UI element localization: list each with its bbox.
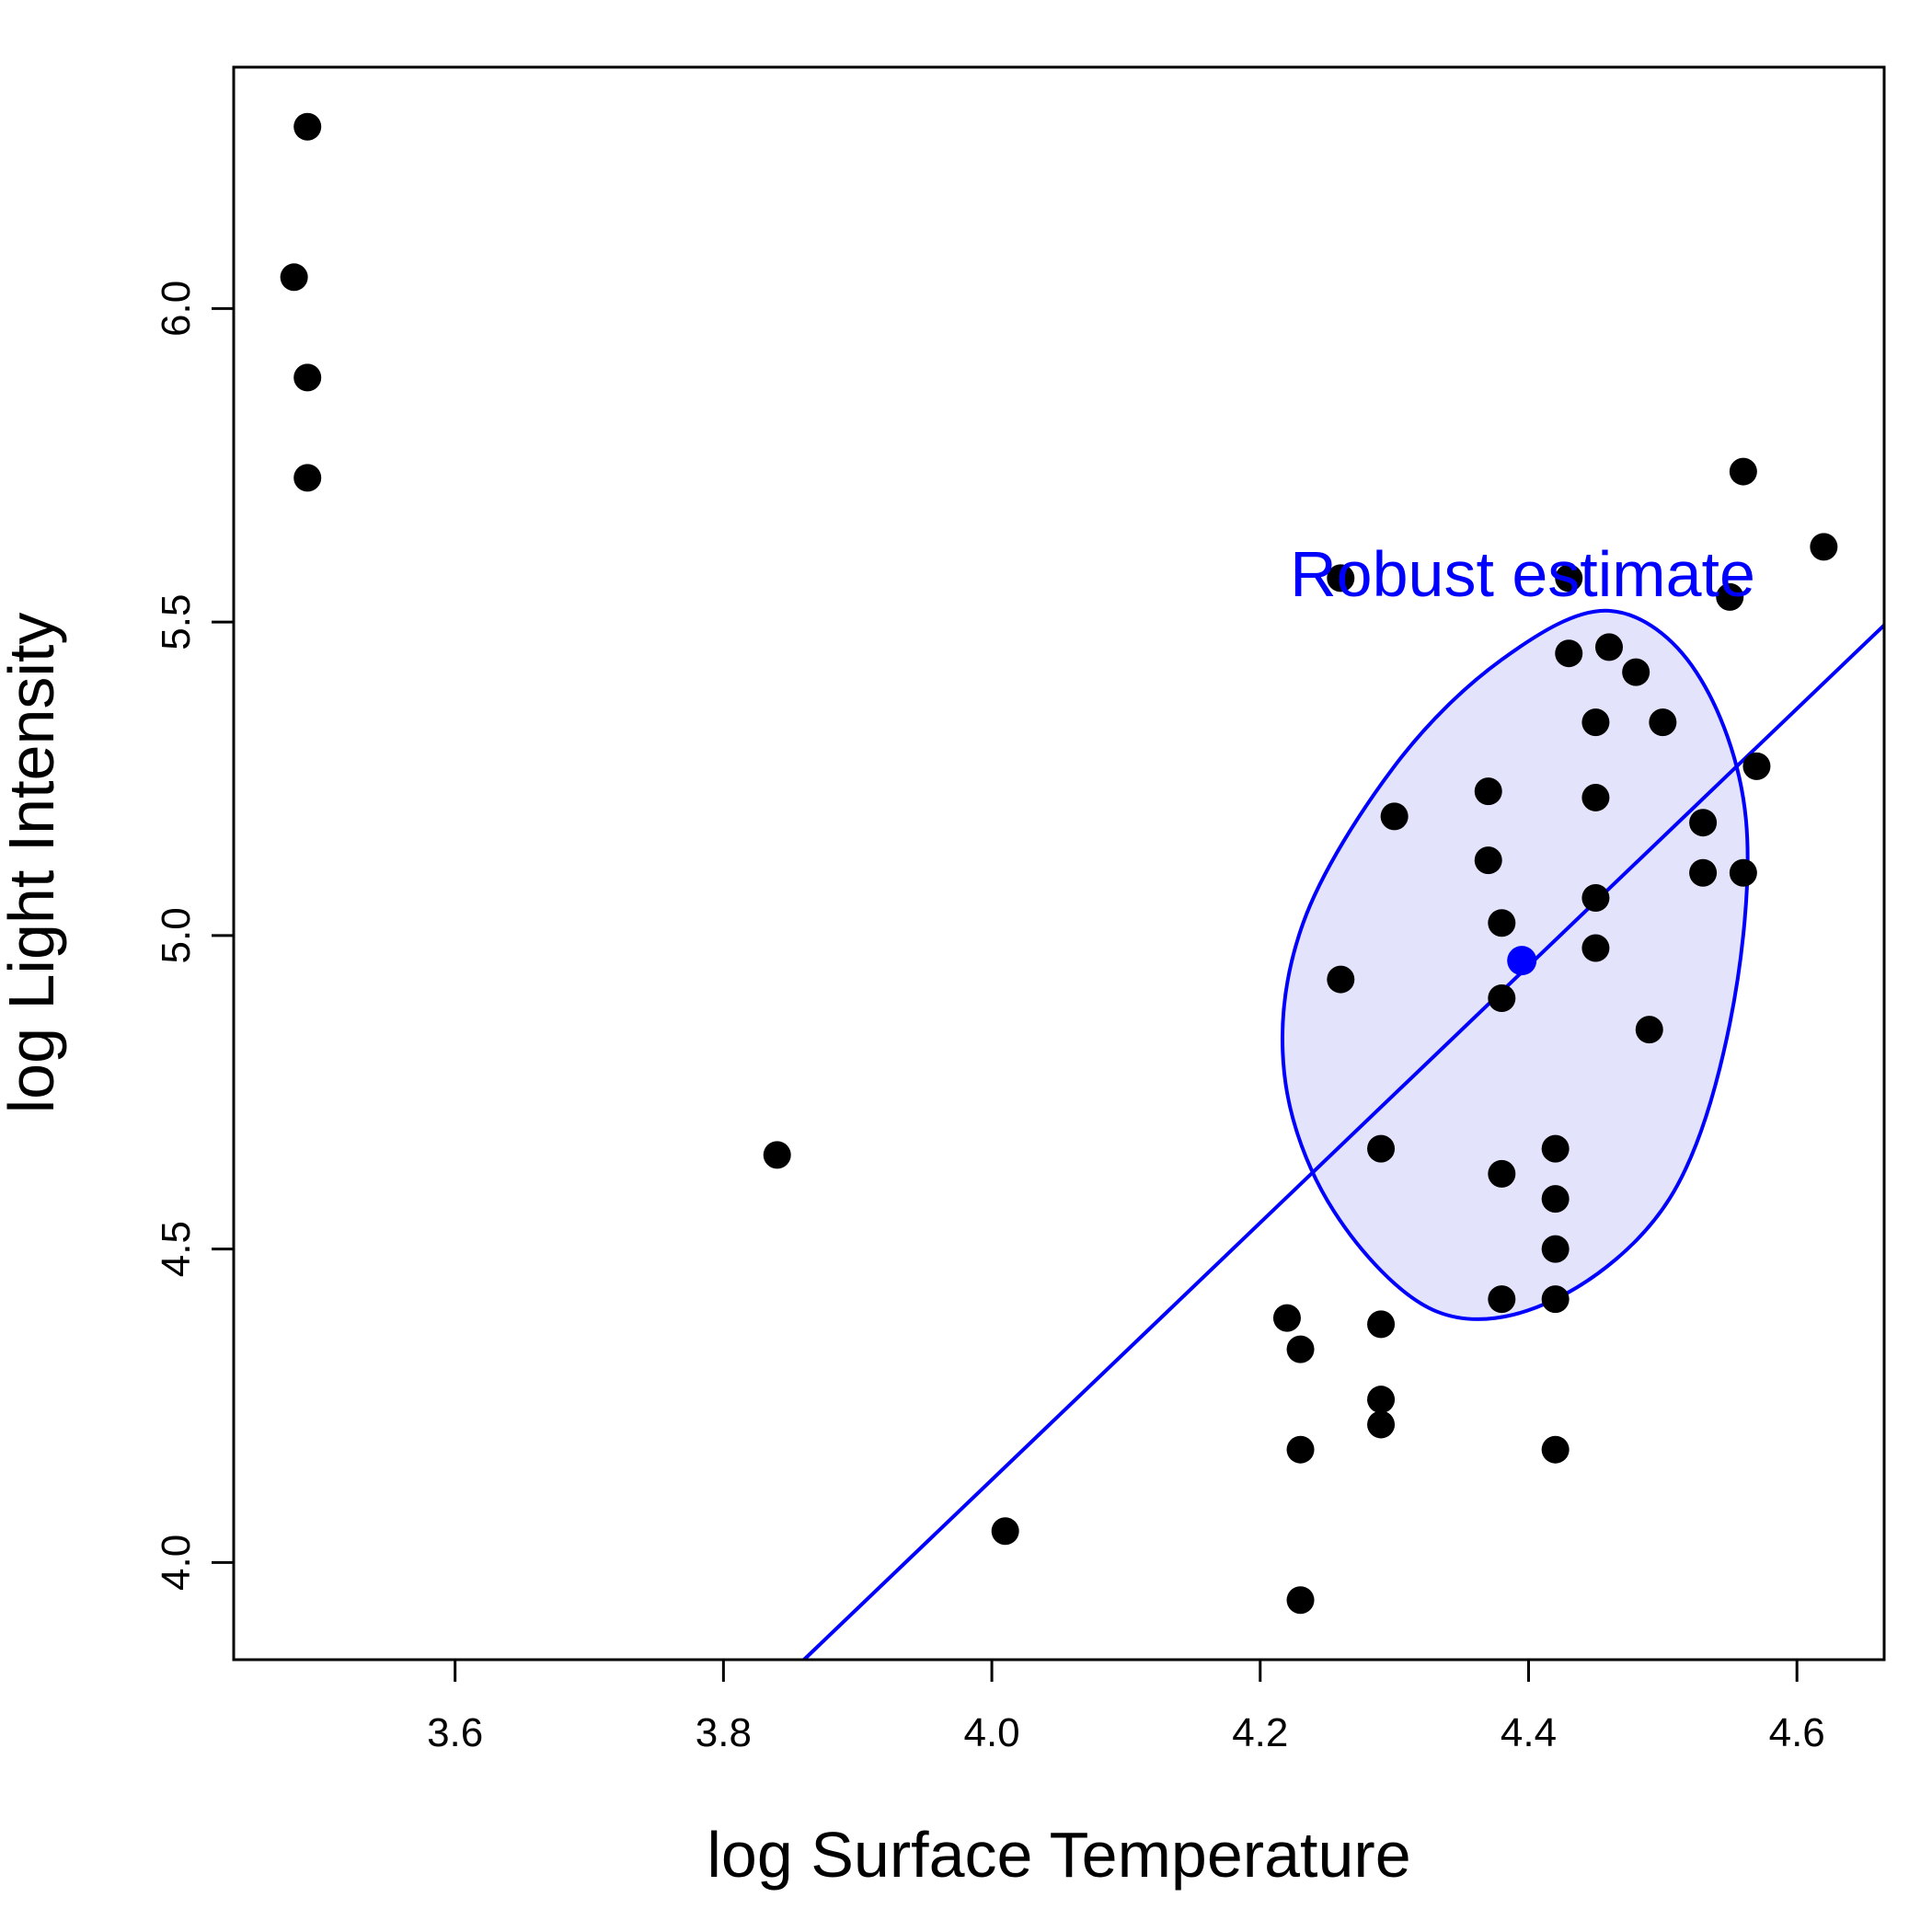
data-point (293, 464, 322, 492)
data-point (1367, 1410, 1396, 1439)
data-point (1541, 1285, 1570, 1314)
data-point (1286, 1435, 1315, 1464)
annotation-robust-estimate: Robust estimate (1290, 538, 1755, 610)
data-point (1555, 639, 1583, 668)
x-axis-title: log Surface Temperature (707, 1819, 1410, 1891)
data-point (1541, 1435, 1570, 1464)
data-point (1272, 1304, 1301, 1332)
data-point (1729, 457, 1757, 486)
data-point (1635, 1016, 1663, 1044)
data-point (1810, 533, 1838, 561)
x-tick-label: 4.4 (1501, 1710, 1557, 1755)
data-point (1541, 1235, 1570, 1263)
data-point (1327, 564, 1355, 592)
data-point (1488, 984, 1516, 1013)
x-tick-label: 4.0 (963, 1710, 1019, 1755)
data-point (1474, 846, 1502, 875)
data-point (1581, 783, 1610, 811)
data-point (1474, 777, 1502, 806)
data-point (1541, 1134, 1570, 1163)
y-tick-label: 4.5 (154, 1221, 199, 1277)
data-point (1488, 1159, 1516, 1188)
data-point (1716, 582, 1744, 611)
robust-fit-line (802, 624, 1886, 1662)
data-point (1729, 858, 1757, 887)
data-point (1742, 752, 1771, 780)
data-point (1367, 1386, 1396, 1414)
robust-center-point (1507, 946, 1537, 976)
x-tick-label: 4.6 (1769, 1710, 1825, 1755)
data-point (1488, 1285, 1516, 1314)
data-point (1622, 658, 1650, 686)
data-point (1581, 934, 1610, 962)
x-tick-label: 4.2 (1232, 1710, 1288, 1755)
data-point (293, 112, 322, 141)
data-point (1595, 633, 1623, 661)
data-point (1380, 802, 1409, 831)
data-point (280, 263, 308, 292)
data-point (1541, 1185, 1570, 1213)
data-point (1649, 708, 1677, 737)
data-point (293, 363, 322, 392)
data-point (1555, 564, 1583, 592)
x-tick-label: 3.8 (696, 1710, 752, 1755)
data-point (1367, 1310, 1396, 1339)
data-point (1689, 809, 1718, 837)
plot-frame (232, 65, 1886, 1662)
x-tick-label: 3.6 (427, 1710, 483, 1755)
data-point (1488, 909, 1516, 937)
y-tick-label: 5.5 (154, 594, 199, 650)
y-tick-label: 6.0 (154, 281, 199, 337)
data-point (1327, 965, 1355, 994)
y-tick-label: 5.0 (154, 907, 199, 963)
data-point (1581, 708, 1610, 737)
y-axis-title: log Light Intensity (0, 613, 67, 1114)
data-point (991, 1517, 1019, 1546)
data-point (1286, 1335, 1315, 1363)
y-tick-label: 4.0 (154, 1535, 199, 1591)
data-point (1581, 883, 1610, 912)
data-point (1286, 1586, 1315, 1615)
data-point (1689, 858, 1718, 887)
data-point (1367, 1134, 1396, 1163)
data-point (763, 1141, 791, 1169)
